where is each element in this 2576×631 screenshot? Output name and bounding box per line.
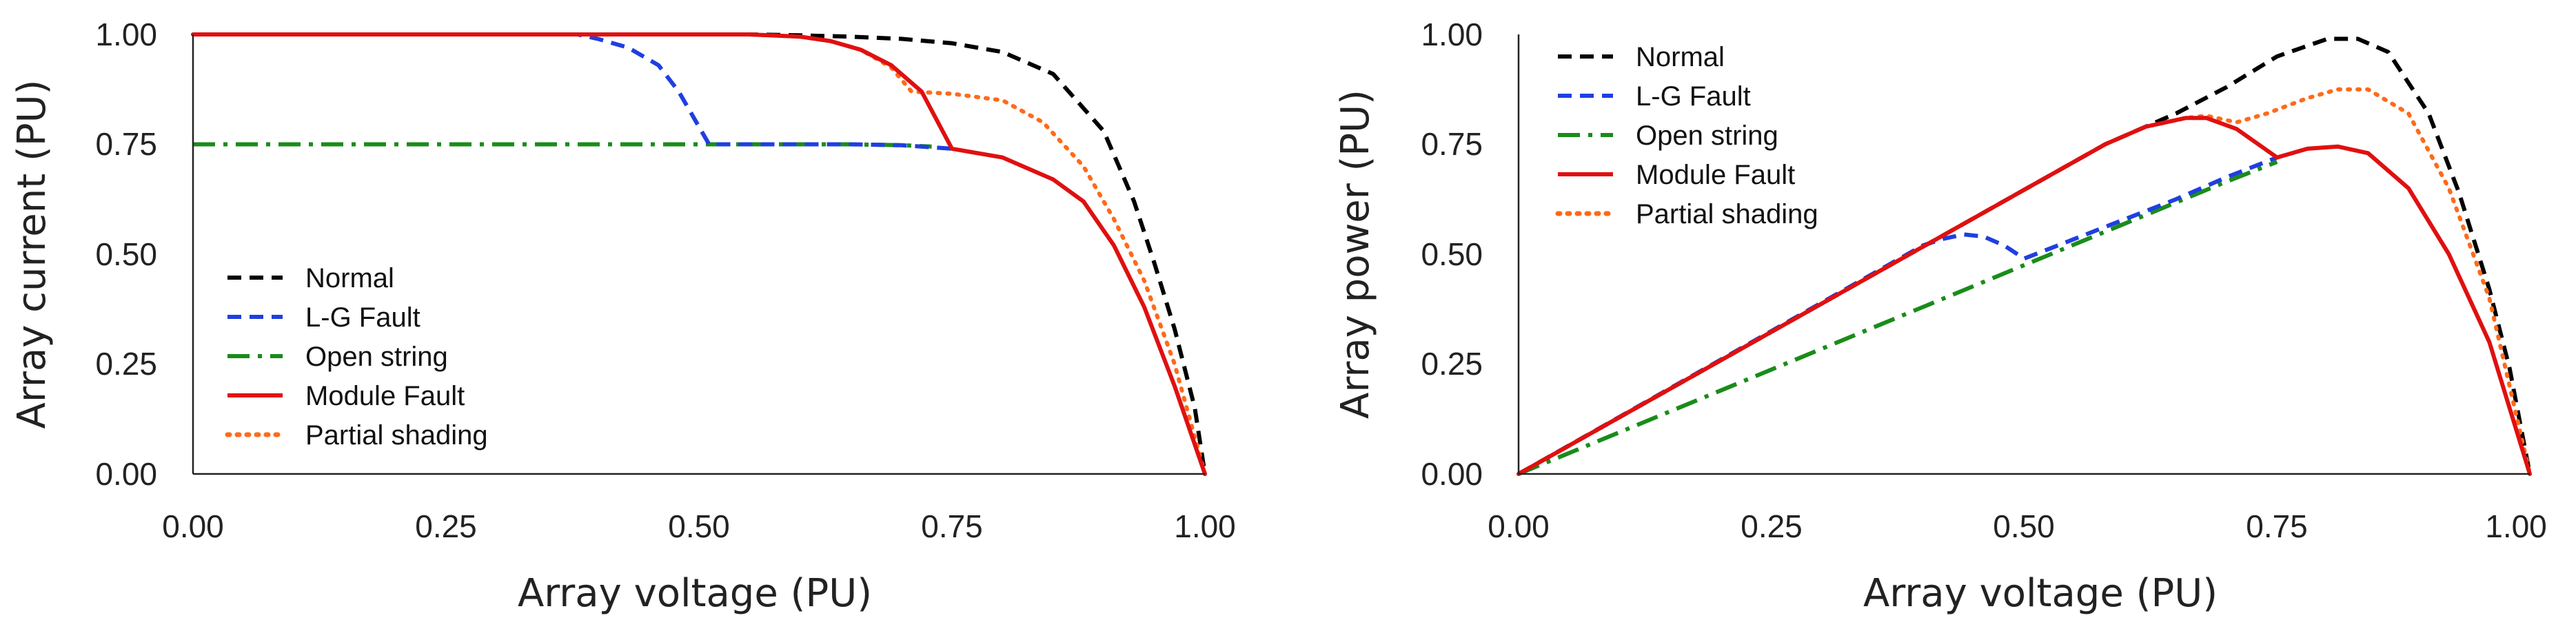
pv-series-line-module-fault	[1517, 116, 2532, 476]
pv-y-axis-title: Array power (PU)	[1333, 90, 1378, 419]
iv-x-tick-label: 0.25	[415, 508, 477, 544]
pv-y-tick-label: 0.00	[1421, 456, 1483, 492]
pv-series-line-open-string	[1517, 160, 2278, 476]
iv-plot-lines	[191, 32, 1207, 476]
pv-x-tick-label: 1.00	[2485, 508, 2547, 544]
iv-y-axis-title: Array current (PU)	[10, 80, 54, 429]
pv-x-tick-label: 0.00	[1488, 508, 1550, 544]
pv-legend: Normal L-G Fault Open string Module Faul…	[1555, 42, 1818, 229]
pv-legend-label: Normal	[1636, 42, 1725, 72]
iv-x-tick-label: 1.00	[1174, 508, 1236, 544]
pv-y-tick-label: 0.25	[1421, 346, 1483, 382]
iv-legend: Normal L-G Fault Open string Module Faul…	[225, 263, 488, 451]
pv-y-tick-label: 1.00	[1421, 17, 1483, 52]
iv-y-tick-label: 0.25	[95, 346, 157, 382]
iv-legend-label: Partial shading	[305, 420, 488, 451]
pv-legend-label: Open string	[1636, 121, 1778, 151]
iv-chart: 1.00 0.75 0.50 0.25 0.00 0.00 0.25 0.50 …	[10, 17, 1236, 616]
iv-legend-label: Module Fault	[305, 381, 465, 411]
pv-x-axis-title: Array voltage (PU)	[1863, 571, 2218, 616]
iv-x-tick-label: 0.75	[921, 508, 983, 544]
iv-legend-label: Open string	[305, 342, 448, 372]
iv-series-line-module-fault	[191, 32, 1207, 476]
pv-x-tick-label: 0.75	[2246, 508, 2308, 544]
pv-x-tick-label: 0.50	[1993, 508, 2055, 544]
iv-y-tick-label: 0.75	[95, 126, 157, 162]
pv-series-line-l-g-fault	[1517, 155, 2278, 476]
pv-y-tick-label: 0.75	[1421, 126, 1483, 162]
pv-legend-label: Module Fault	[1636, 160, 1795, 190]
pv-legend-label: Partial shading	[1636, 199, 1818, 229]
iv-x-tick-label: 0.50	[668, 508, 730, 544]
iv-legend-label: L-G Fault	[305, 302, 420, 333]
iv-y-tick-label: 1.00	[95, 17, 157, 52]
iv-y-tick-label: 0.00	[95, 456, 157, 492]
pv-y-tick-label: 0.50	[1421, 236, 1483, 272]
iv-x-axis-title: Array voltage (PU)	[518, 571, 872, 616]
pv-series-line-normal	[1517, 37, 2532, 476]
iv-x-tick-label: 0.00	[162, 508, 224, 544]
pv-legend-label: L-G Fault	[1636, 81, 1751, 112]
iv-series-line-l-g-fault	[193, 32, 953, 151]
iv-y-tick-label: 0.50	[95, 236, 157, 272]
pv-x-tick-label: 0.25	[1741, 508, 1803, 544]
iv-series-line-open-string	[193, 142, 932, 149]
pv-plot-lines	[1517, 37, 2532, 476]
iv-legend-label: Normal	[305, 263, 394, 293]
pv-chart: 1.00 0.75 0.50 0.25 0.00 0.00 0.25 0.50 …	[1333, 17, 2547, 616]
